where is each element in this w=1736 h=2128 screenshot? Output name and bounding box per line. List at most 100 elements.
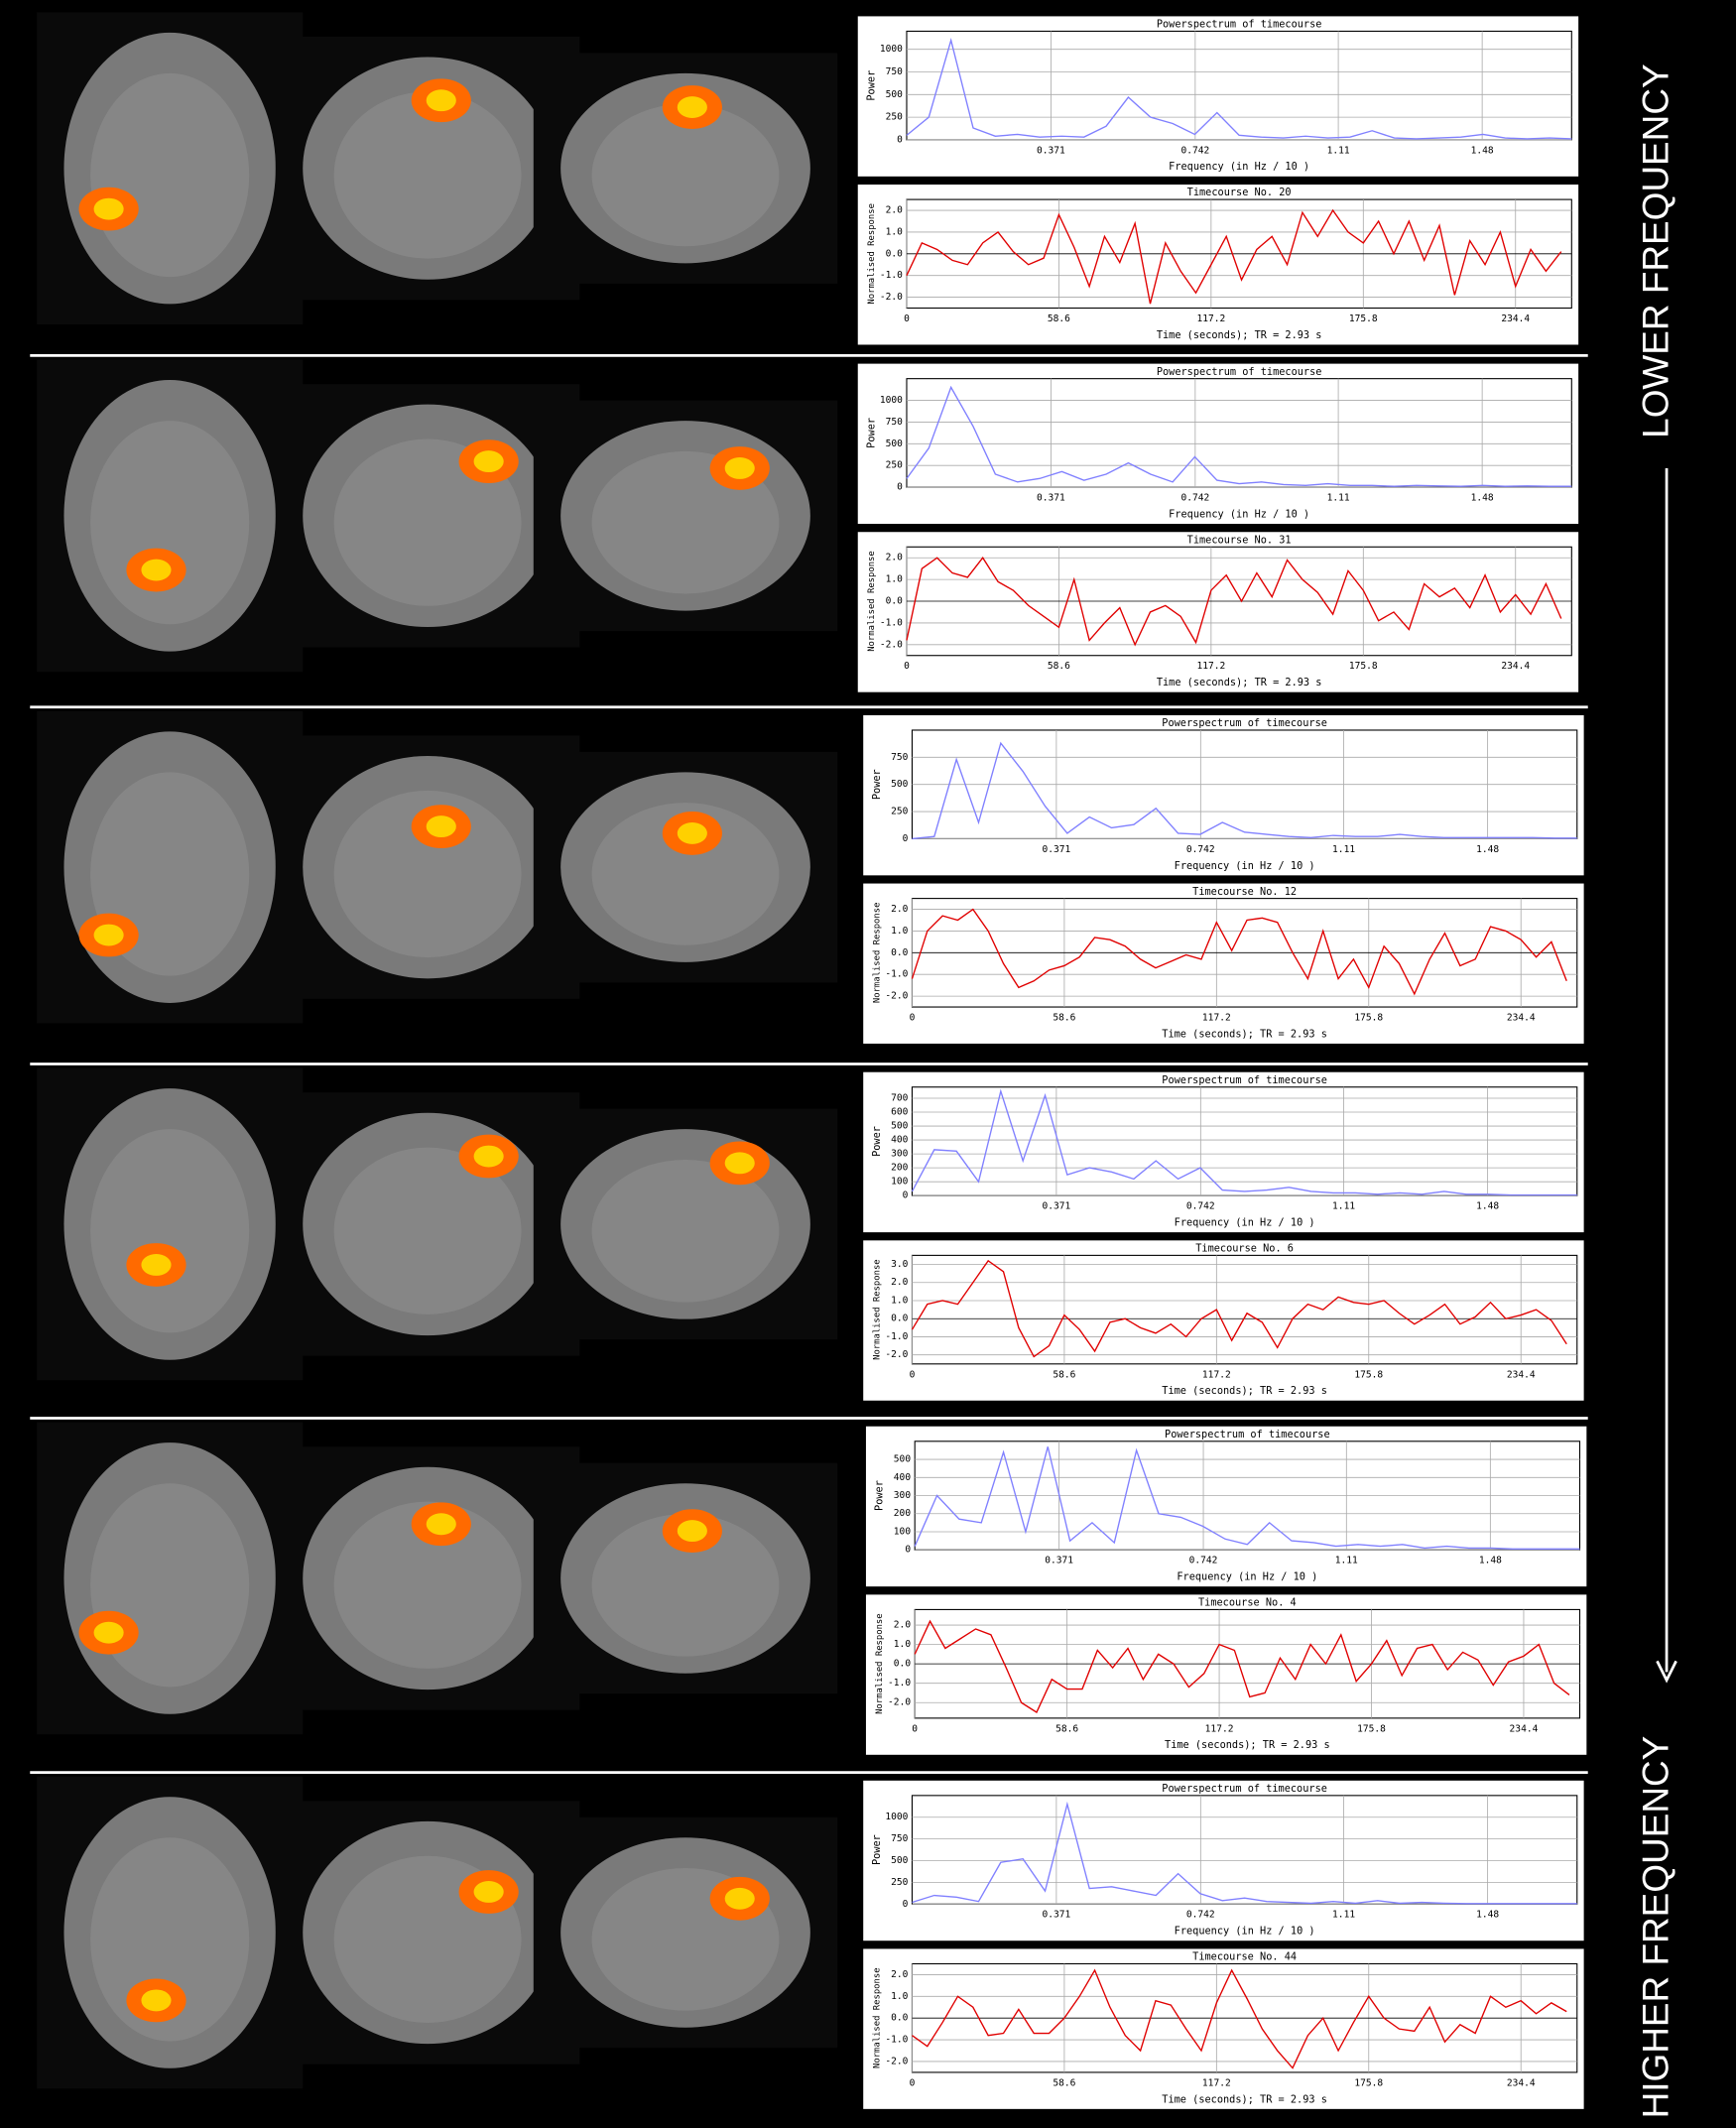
- y-tick-label: 250: [891, 807, 909, 817]
- x-tick-label: 0: [910, 1369, 916, 1380]
- x-tick-label: 1.48: [1476, 1910, 1499, 1921]
- x-tick-label: 1.48: [1479, 1556, 1502, 1566]
- x-tick-label: 117.2: [1196, 661, 1225, 672]
- y-tick-label: 1000: [880, 395, 903, 406]
- brain-inner: [333, 91, 522, 259]
- x-tick-label: 234.4: [1510, 1723, 1539, 1734]
- activation-core: [141, 559, 172, 581]
- y-tick-label: -2.0: [885, 991, 908, 1002]
- y-tick-label: 400: [891, 1135, 909, 1146]
- y-axis-label: Normalised Response: [875, 1613, 885, 1714]
- y-tick-label: 500: [891, 1855, 909, 1866]
- x-tick-label: 175.8: [1354, 1012, 1383, 1023]
- brain-inner: [333, 1147, 522, 1314]
- x-tick-label: 0: [910, 2077, 916, 2088]
- activation-core: [677, 96, 707, 119]
- brain-inner: [90, 1129, 250, 1333]
- y-tick-label: 300: [891, 1149, 909, 1160]
- x-tick-label: 1.48: [1476, 844, 1499, 855]
- y-axis-label: Power: [871, 769, 883, 800]
- activation-core: [473, 1881, 504, 1903]
- activation-core: [724, 1887, 755, 1910]
- chart-box: [865, 1594, 1587, 1755]
- y-tick-label: -2.0: [880, 292, 903, 303]
- y-tick-label: 600: [891, 1107, 909, 1118]
- chart-title: Timecourse No. 20: [1187, 187, 1292, 198]
- y-axis-label: Power: [874, 1480, 886, 1511]
- y-tick-label: 500: [891, 1121, 909, 1132]
- y-tick-label: 1.0: [891, 1295, 909, 1306]
- x-tick-label: 58.6: [1053, 2077, 1075, 2088]
- y-tick-label: -1.0: [885, 969, 908, 980]
- x-tick-label: 117.2: [1196, 313, 1225, 324]
- y-tick-label: -1.0: [880, 617, 903, 628]
- y-tick-label: 0: [897, 482, 903, 493]
- brain-inner: [591, 803, 780, 945]
- x-tick-label: 1.11: [1332, 1201, 1355, 1212]
- y-tick-label: 2.0: [891, 1277, 909, 1288]
- y-tick-label: 400: [894, 1472, 912, 1483]
- x-axis-label: Time (seconds); TR = 2.93 s: [1157, 677, 1322, 688]
- y-tick-label: 100: [894, 1526, 912, 1537]
- y-tick-label: 700: [891, 1092, 909, 1103]
- x-tick-label: 0.742: [1180, 493, 1209, 504]
- x-tick-label: 175.8: [1357, 1723, 1386, 1734]
- x-tick-label: 0.371: [1042, 1201, 1070, 1212]
- chart-title: Powerspectrum of timecourse: [1157, 366, 1322, 378]
- activation-core: [473, 1145, 504, 1168]
- y-tick-label: -1.0: [885, 1331, 908, 1342]
- y-tick-label: 1.0: [891, 926, 909, 937]
- y-axis-label: Normalised Response: [872, 903, 882, 1004]
- x-tick-label: 234.4: [1501, 661, 1530, 672]
- brain-inner: [90, 72, 250, 278]
- y-tick-label: 0: [903, 1899, 909, 1910]
- x-tick-label: 117.2: [1202, 2077, 1231, 2088]
- y-tick-label: 2.0: [891, 904, 909, 915]
- y-tick-label: 0: [897, 134, 903, 145]
- activation-core: [426, 89, 456, 112]
- chart-title: Powerspectrum of timecourse: [1162, 1783, 1327, 1795]
- x-tick-label: 117.2: [1202, 1012, 1231, 1023]
- x-tick-label: 0.742: [1186, 844, 1215, 855]
- x-tick-label: 0.742: [1186, 1201, 1215, 1212]
- brain-inner: [90, 421, 250, 625]
- activation-core: [93, 924, 124, 946]
- x-axis-label: Frequency (in Hz / 10 ): [1177, 1571, 1317, 1583]
- y-tick-label: 200: [891, 1163, 909, 1174]
- x-axis-label: Frequency (in Hz / 10 ): [1169, 508, 1309, 520]
- y-axis-label: Normalised Response: [867, 203, 877, 305]
- y-tick-label: 3.0: [891, 1259, 909, 1270]
- x-tick-label: 0: [904, 661, 910, 672]
- y-axis-label: Power: [865, 418, 877, 448]
- activation-core: [426, 1513, 456, 1536]
- x-tick-label: 0.742: [1180, 145, 1209, 156]
- chart-title: Powerspectrum of timecourse: [1157, 19, 1322, 31]
- data-line: [912, 1801, 1577, 1905]
- x-tick-label: 1.48: [1476, 1201, 1499, 1212]
- y-tick-label: 1.0: [886, 226, 904, 237]
- y-tick-label: -2.0: [880, 639, 903, 650]
- brain-inner: [90, 1483, 250, 1688]
- data-line: [914, 1446, 1580, 1551]
- x-tick-label: 0.371: [1045, 1556, 1073, 1566]
- y-tick-label: 0.0: [886, 596, 904, 607]
- y-tick-label: 250: [886, 460, 904, 471]
- data-line: [911, 1259, 1567, 1358]
- chart-box: [857, 185, 1579, 345]
- brain-inner: [591, 1513, 780, 1657]
- y-tick-label: 250: [891, 1877, 909, 1888]
- y-tick-label: 0: [903, 833, 909, 844]
- x-tick-label: 1.11: [1332, 844, 1355, 855]
- y-tick-label: 100: [891, 1177, 909, 1188]
- activation-core: [141, 1254, 172, 1276]
- y-tick-label: -1.0: [885, 2035, 908, 2046]
- x-axis-label: Frequency (in Hz / 10 ): [1175, 1217, 1315, 1229]
- brain-inner: [333, 1501, 522, 1669]
- activation-core: [677, 821, 707, 844]
- higher-frequency-label: HIGHER FREQUENCY: [1636, 1736, 1676, 2119]
- x-tick-label: 234.4: [1501, 313, 1530, 324]
- data-line: [912, 741, 1577, 840]
- x-tick-label: 0.371: [1042, 844, 1070, 855]
- y-axis-label: Power: [865, 70, 877, 101]
- y-tick-label: 1000: [885, 1812, 908, 1822]
